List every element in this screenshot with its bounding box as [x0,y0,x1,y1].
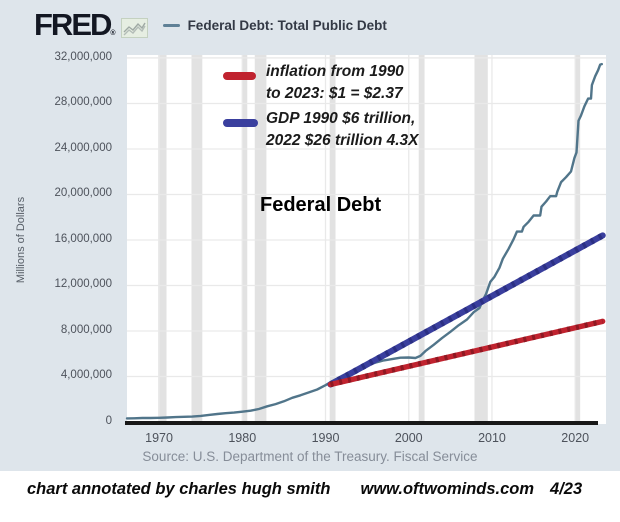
footer-credit: chart annotated by charles hugh smith [27,480,331,498]
header: FRED® Federal Debt: Total Public Debt [0,0,620,48]
recession-band [418,55,425,421]
x-tick-label: 2010 [478,431,506,445]
gdp-annotation-line-texture [329,232,605,388]
inflation-annotation-line-texture [329,318,604,388]
inflation-annotation-line1: inflation from 1990 [266,63,404,80]
x-tick-label: 1970 [145,431,173,445]
y-tick-label: 8,000,000 [60,323,112,336]
y-tick-label: 4,000,000 [60,369,112,382]
fred-sparkline-icon [120,18,148,38]
recession-band [575,55,581,421]
recession-band [242,55,248,421]
x-tick-label: 2000 [394,431,423,445]
y-tick-label: 20,000,000 [54,187,112,200]
x-tick-label: 1980 [228,431,257,445]
y-tick-label: 32,000,000 [54,50,112,63]
gdp-annotation-text: GDP 1990 $6 trillion, 2022 $26 trillion … [266,108,419,152]
registered-mark: ® [110,29,116,37]
inflation-annotation-text: inflation from 1990 to 2023: $1 = $2.37 [266,61,404,105]
source-line: Source: U.S. Department of the Treasury.… [142,449,478,464]
recession-band [329,55,336,421]
series-label: Federal Debt: Total Public Debt [187,17,387,33]
gdp-annotation-line2: 2022 $26 trillion 4.3X [266,132,419,149]
recession-band [158,55,167,421]
recession-band [474,55,488,421]
x-tick-label: 1990 [311,431,340,445]
y-tick-label: 16,000,000 [54,232,112,245]
gdp-annotation-line1: GDP 1990 $6 trillion, [266,110,416,127]
footer-site-url[interactable]: www.oftwominds.com [360,480,535,498]
x-axis-ticks: 1970 1980 1990 2000 2010 2020 [127,424,606,446]
footer: chart annotated by charles hugh smith www… [0,471,620,522]
fred-logo[interactable]: FRED® [34,6,116,42]
gdp-legend-swatch [223,119,258,127]
federal-debt-line [125,62,603,420]
recession-band [191,55,203,421]
chart-title: Federal Debt [260,194,382,216]
y-tick-label: 28,000,000 [54,96,112,109]
inflation-annotation-line2: to 2023: $1 = $2.37 [266,85,403,102]
y-tick-label: 0 [105,415,112,427]
recession-band [254,55,267,421]
footer-date: 4/23 [550,480,583,498]
inflation-legend-swatch [223,72,256,80]
y-tick-label: 24,000,000 [54,141,112,154]
y-tick-label: 12,000,000 [54,278,112,291]
x-tick-label: 2020 [561,431,590,445]
y-axis-ticks: 32,000,000 28,000,000 24,000,000 20,000,000… [0,51,112,427]
plot-svg [125,55,606,425]
series-line-icon [162,23,180,27]
plot-area: inflation from 1990 to 2023: $1 = $2.37 … [125,55,606,425]
x-axis-line [125,421,598,425]
footer-text: chart annotated by charles hugh smith www… [27,480,582,499]
